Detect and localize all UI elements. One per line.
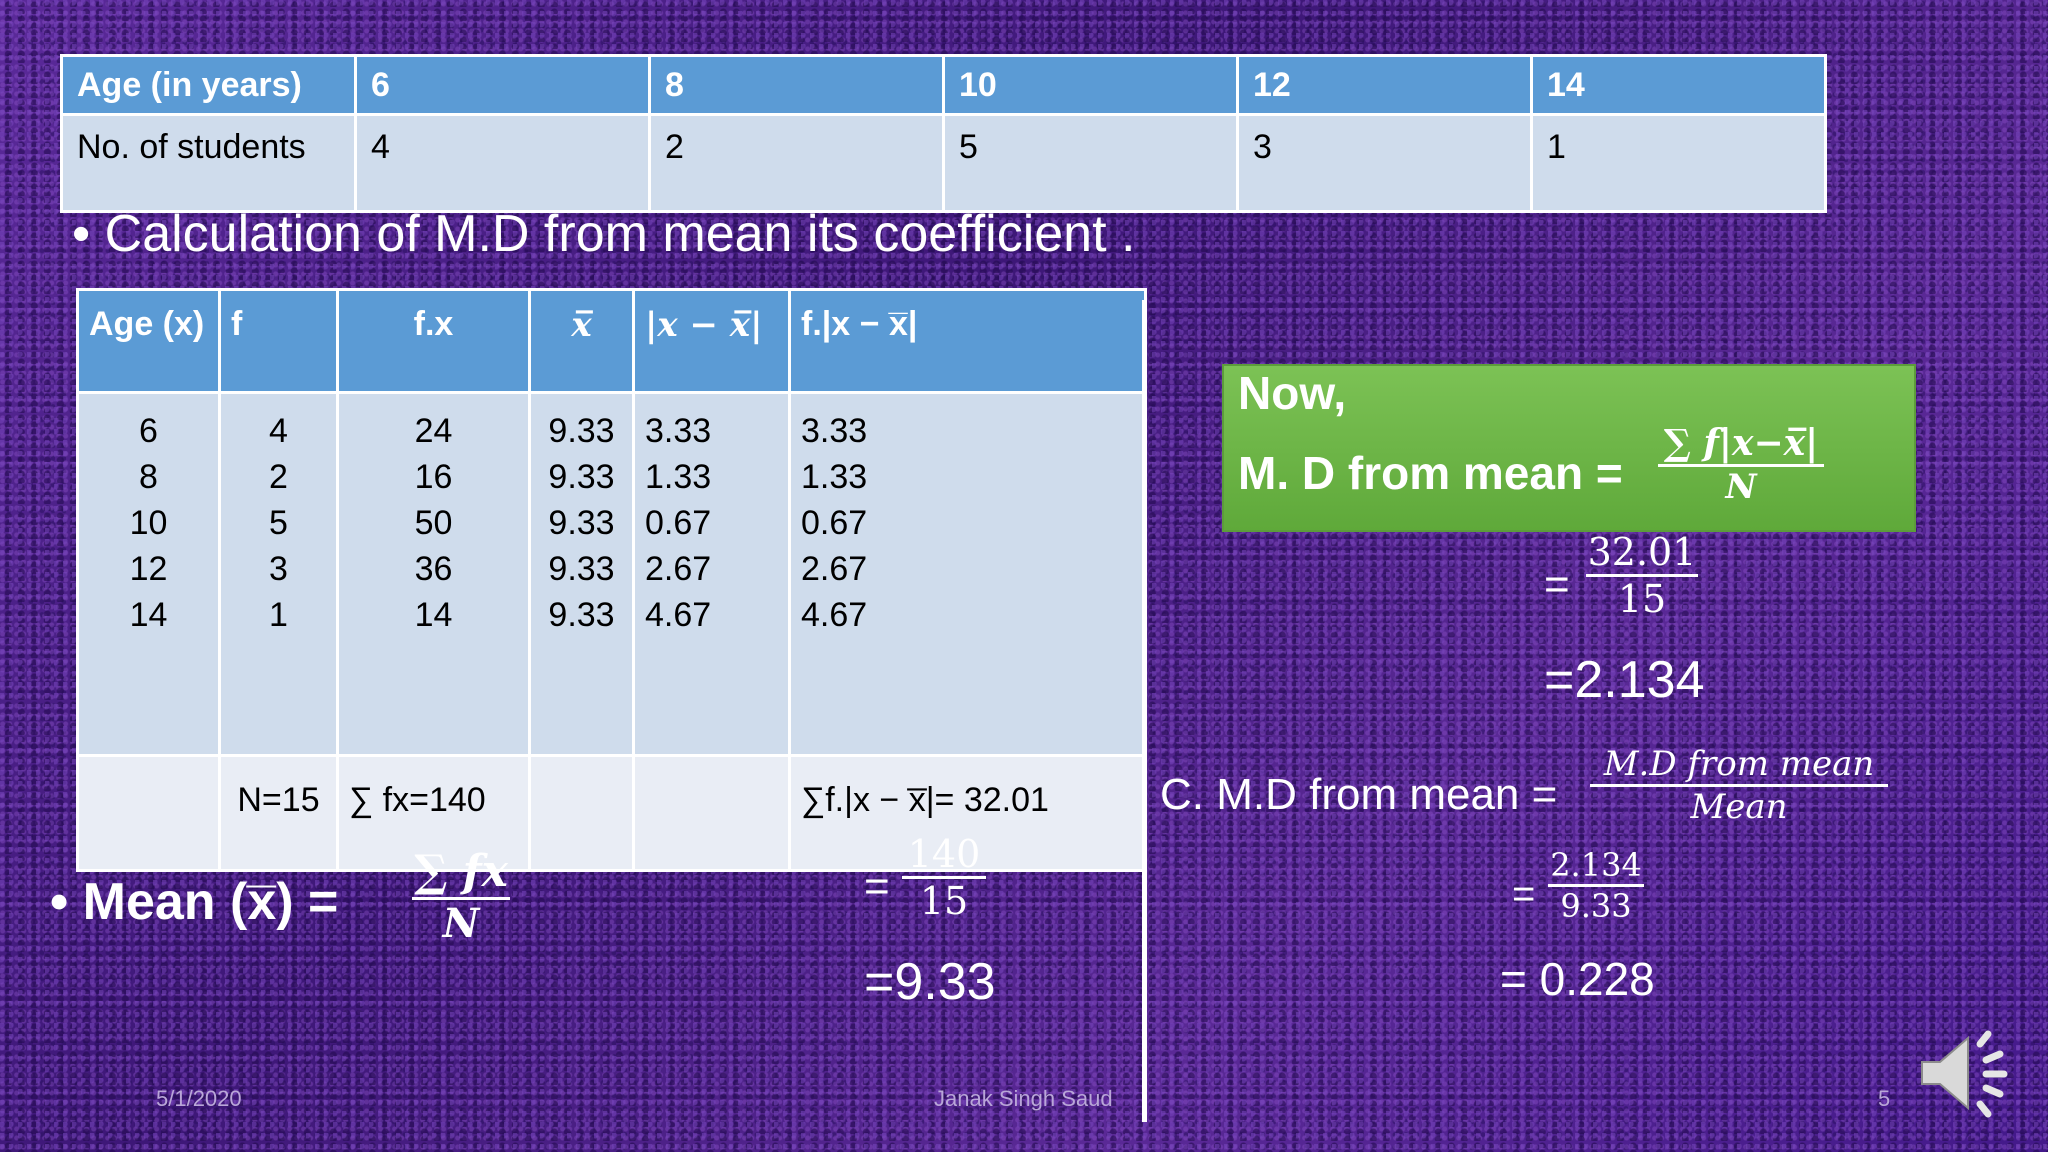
table-cell: 1 — [1530, 113, 1827, 213]
f-deviation-values: 3.33 1.33 0.67 2.67 4.67 — [788, 391, 1147, 757]
md-formula-box: Now, M. D from mean = ∑ f|x−x̅| N — [1222, 364, 1916, 532]
table-row: No. of students 4 2 5 3 1 — [60, 113, 1827, 213]
fraction-numerator: 32.01 — [1587, 530, 1697, 574]
fraction-numerator: 2.134 — [1550, 846, 1642, 884]
fraction-bar — [902, 876, 986, 879]
md-formula-fraction: ∑ f|x−x̅| N — [1658, 422, 1824, 507]
deviation-values: 3.33 1.33 0.67 2.67 4.67 — [632, 391, 791, 757]
footer-author: Janak Singh Saud — [934, 1086, 1113, 1111]
coefficient-label: C. M.D from mean = — [1160, 770, 1558, 819]
fx-values: 24 16 50 36 14 — [336, 391, 531, 757]
f-values: 4 2 5 3 1 — [218, 391, 339, 757]
fraction-numerator: ∑ fx — [414, 846, 508, 897]
table-cell: 12 — [1236, 54, 1533, 116]
table-cell: No. of students — [60, 113, 357, 213]
table-cell: 2 — [648, 113, 945, 213]
fraction-numerator: 140 — [907, 832, 981, 876]
footer-page-number: 5 — [1878, 1086, 1891, 1111]
mean-calc-fraction: 140 15 — [902, 832, 986, 923]
header-age: Age (x) — [76, 288, 221, 394]
fraction-denominator: N — [442, 900, 480, 947]
total-cell — [632, 754, 791, 872]
table-body-row: 6 8 10 12 14 4 2 5 3 1 24 16 50 36 14 9.… — [76, 391, 1147, 757]
table-total-row: N=15 ∑ fx=140 ∑f.|x − x̅|= 32.01 — [76, 754, 1147, 872]
table-cell: Age (in years) — [60, 54, 357, 116]
fraction-numerator: M.D from mean — [1603, 744, 1875, 784]
total-fx: ∑ fx=140 — [336, 754, 531, 872]
now-label: Now, — [1238, 367, 1347, 419]
table-cell: 14 — [1530, 54, 1827, 116]
fraction-denominator: 15 — [1617, 577, 1667, 621]
fraction-bar — [412, 897, 510, 900]
mean-formula-fraction: ∑ fx N — [412, 846, 510, 947]
table-cell: 5 — [942, 113, 1239, 213]
total-cell — [76, 754, 221, 872]
total-n: N=15 — [218, 754, 339, 872]
fraction-denominator: 9.33 — [1560, 887, 1632, 925]
mean-formula-label: • Mean (x̅) = — [50, 873, 339, 931]
md-formula-label: M. D from mean = — [1238, 447, 1623, 499]
coefficient-fraction: M.D from mean Mean — [1590, 744, 1888, 827]
mean-result: =9.33 — [864, 953, 996, 1011]
fraction-bar — [1590, 784, 1888, 787]
age-students-table: Age (in years) 6 8 10 12 14 No. of stude… — [60, 54, 1827, 213]
total-f-deviation: ∑f.|x − x̅|= 32.01 — [788, 754, 1147, 872]
fraction-bar — [1548, 884, 1644, 887]
header-f-deviation: f.|x − x̅| — [788, 288, 1147, 394]
table-cell: 10 — [942, 54, 1239, 116]
equals-sign: = — [1512, 872, 1536, 916]
md-result: =2.134 — [1544, 651, 1705, 709]
header-deviation: |x − x̅| — [632, 288, 791, 394]
md-calculation-table: Age (x) f f.x x̅ |x − x̅| f.|x − x̅| 6 8… — [76, 288, 1147, 872]
equals-sign: = — [864, 862, 890, 911]
total-cell — [528, 754, 635, 872]
fraction-denominator: Mean — [1690, 787, 1788, 827]
fraction-denominator: 15 — [919, 879, 969, 923]
mean-values: 9.33 9.33 9.33 9.33 9.33 — [528, 391, 635, 757]
header-f: f — [218, 288, 339, 394]
section-heading: • Calculation of M.D from mean its coeff… — [72, 205, 1136, 263]
fraction-bar — [1658, 464, 1824, 467]
table-cell: 4 — [354, 113, 651, 213]
table-cell: 3 — [1236, 113, 1533, 213]
table-header-row: Age (in years) 6 8 10 12 14 — [60, 54, 1827, 116]
fraction-bar — [1586, 574, 1698, 577]
footer-date: 5/1/2020 — [156, 1086, 242, 1111]
speaker-icon[interactable] — [1916, 1024, 2020, 1120]
md-calc-fraction: 32.01 15 — [1586, 530, 1698, 621]
coefficient-calc-fraction: 2.134 9.33 — [1548, 846, 1644, 925]
table-header-row: Age (x) f f.x x̅ |x − x̅| f.|x − x̅| — [76, 288, 1147, 394]
age-values: 6 8 10 12 14 — [76, 391, 221, 757]
header-mean: x̅ — [528, 288, 635, 394]
fraction-numerator: ∑ f|x−x̅| — [1663, 422, 1819, 464]
coefficient-result: = 0.228 — [1500, 953, 1655, 1005]
fraction-denominator: N — [1725, 467, 1757, 507]
divider-line — [1142, 300, 1147, 1122]
table-cell: 8 — [648, 54, 945, 116]
table-cell: 6 — [354, 54, 651, 116]
header-fx: f.x — [336, 288, 531, 394]
equals-sign: = — [1544, 560, 1570, 609]
